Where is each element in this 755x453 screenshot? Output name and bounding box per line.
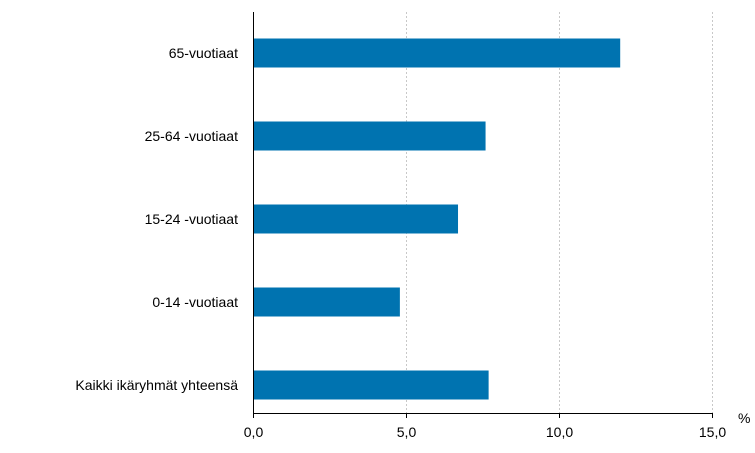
- category-label: 15-24 -vuotiaat: [145, 211, 239, 227]
- tick-label: 10,0: [546, 424, 573, 440]
- tick-label: 5,0: [397, 424, 417, 440]
- tick-label: 15,0: [699, 424, 726, 440]
- bar: [253, 287, 400, 317]
- bar: [253, 121, 486, 151]
- bar: [253, 370, 489, 400]
- bars: [253, 38, 621, 400]
- tick-label: 0,0: [244, 424, 264, 440]
- bar: [253, 204, 459, 234]
- category-label: Kaikki ikäryhmät yhteensä: [75, 377, 238, 393]
- x-axis-unit: %: [738, 410, 750, 426]
- bar: [253, 38, 621, 68]
- category-labels: 65-vuotiaat 25-64 -vuotiaat 15-24 -vuotiaa…: [75, 45, 238, 393]
- category-label: 25-64 -vuotiaat: [145, 128, 239, 144]
- category-label: 0-14 -vuotiaat: [152, 294, 238, 310]
- x-axis-ticks: 0,0 5,0 10,0 15,0: [244, 413, 726, 440]
- category-label: 65-vuotiaat: [169, 45, 238, 61]
